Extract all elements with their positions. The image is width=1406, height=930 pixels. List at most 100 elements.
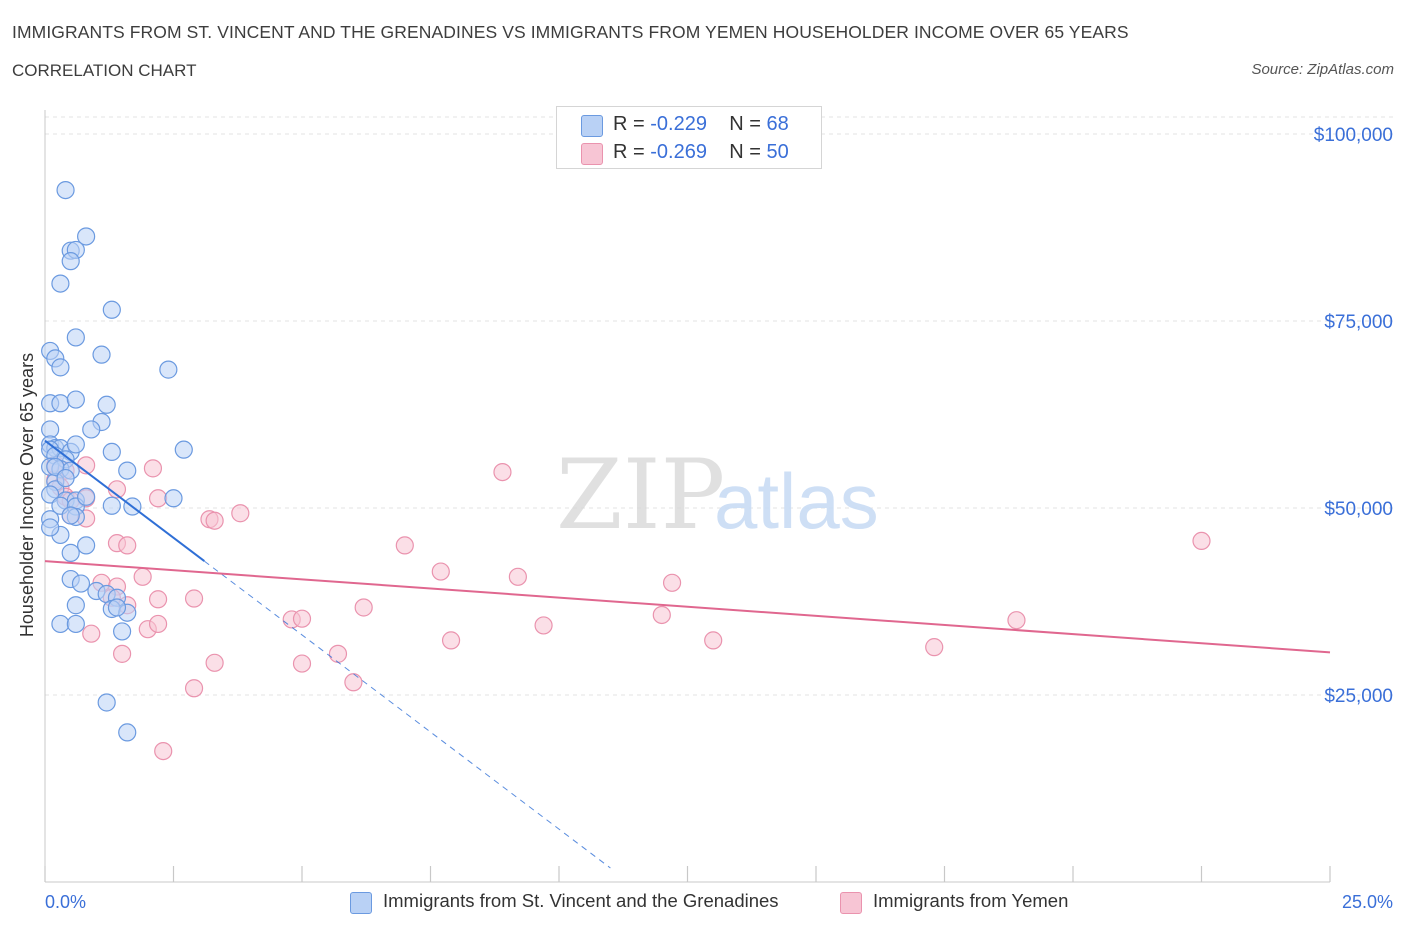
x-tick-min: 0.0% — [45, 892, 86, 912]
yemen-point — [534, 616, 553, 635]
n-value: 50 — [766, 141, 789, 163]
st-vincent-point — [51, 394, 70, 413]
yemen-point — [143, 459, 163, 478]
yemen-point — [493, 462, 512, 482]
trend-lines — [44, 439, 1331, 869]
st-vincent-point — [102, 300, 121, 319]
st-vincent-point — [92, 345, 111, 364]
yemen-point — [148, 489, 168, 508]
watermark-zip: ZIP — [556, 439, 725, 551]
yemen-point — [112, 644, 132, 663]
st-vincent-point — [164, 489, 183, 508]
yemen-point — [925, 638, 944, 657]
chart-title: IMMIGRANTS FROM ST. VINCENT AND THE GREN… — [12, 22, 1129, 42]
st-vincent-point — [159, 360, 178, 379]
st-vincent-point — [66, 596, 85, 615]
st-vincent-point — [118, 461, 137, 480]
r-value: -0.229 — [650, 113, 707, 135]
yemen-point — [441, 631, 461, 650]
yemen-point — [1007, 611, 1026, 630]
y-tick-label: $75,000 — [1324, 312, 1393, 333]
yemen-point — [1192, 531, 1211, 551]
st-vincent-point — [118, 723, 137, 742]
x-tick-max: 25.0% — [1342, 892, 1393, 912]
st-vincent-point — [46, 457, 65, 476]
yemen-point — [354, 598, 373, 617]
watermark: ZIP atlas — [556, 439, 879, 551]
y-tick-label: $50,000 — [1324, 499, 1393, 520]
yemen-point — [184, 589, 204, 608]
st-vincent-trend-extension — [204, 560, 611, 869]
blue-swatch — [581, 115, 603, 137]
st-vincent-point — [61, 506, 80, 525]
st-vincent-point — [77, 487, 96, 506]
y-axis-label: Householder Income Over 65 years — [17, 353, 37, 637]
st-vincent-point — [51, 274, 70, 293]
yemen-point — [292, 654, 312, 673]
yemen-point — [82, 624, 101, 643]
st-vincent-point — [77, 536, 96, 555]
st-vincent-point — [71, 574, 91, 593]
yemen-point — [662, 573, 682, 592]
yemen-point — [205, 511, 224, 530]
n-value: 68 — [766, 113, 789, 135]
yemen-point — [133, 567, 152, 586]
blue-swatch — [350, 892, 372, 914]
st-vincent-point — [82, 420, 101, 439]
yemen-point — [344, 673, 363, 692]
st-vincent-point — [77, 227, 96, 246]
st-vincent-point — [107, 598, 127, 617]
st-vincent-point — [41, 518, 60, 537]
n-label: N = — [729, 113, 767, 135]
y-tick-labels: $25,000 $50,000 $75,000 $100,000 — [1314, 125, 1393, 707]
st-vincent-point — [174, 440, 193, 459]
st-vincent-point — [66, 328, 85, 347]
chart-subtitle: CORRELATION CHART — [12, 61, 197, 80]
yemen-point — [395, 536, 414, 555]
st-vincent-point — [61, 543, 80, 562]
r-value: -0.269 — [650, 141, 707, 163]
y-tick-label: $25,000 — [1324, 686, 1393, 707]
watermark-atlas: atlas — [714, 457, 879, 545]
st-vincent-point — [51, 614, 70, 634]
yemen-point — [431, 562, 450, 581]
yemen-point — [704, 631, 723, 650]
yemen-point — [205, 653, 224, 672]
r-label: R = — [613, 141, 651, 163]
stats-legend: R = -0.229 N = 68 R = -0.269 N = 50 — [556, 106, 822, 169]
st-vincent-point — [51, 358, 70, 377]
st-vincent-trend-line — [44, 439, 205, 562]
st-vincent-point — [97, 395, 116, 414]
yemen-point — [292, 609, 312, 628]
y-tick-label: $100,000 — [1314, 125, 1393, 146]
legend-label: Immigrants from St. Vincent and the Gren… — [383, 890, 779, 911]
pink-swatch — [581, 143, 603, 165]
yemen-point — [328, 644, 348, 663]
yemen-point — [154, 741, 173, 761]
st-vincent-point — [66, 614, 85, 634]
st-vincent-point — [112, 622, 132, 641]
yemen-point — [184, 679, 204, 698]
yemen-point — [148, 590, 168, 609]
n-label: N = — [729, 141, 767, 163]
pink-swatch — [840, 892, 862, 914]
st-vincent-point — [56, 181, 75, 200]
yemen-point — [652, 605, 671, 625]
st-vincent-point — [102, 496, 121, 515]
st-vincent-point — [66, 390, 85, 409]
yemen-point — [508, 567, 527, 586]
st-vincent-point — [56, 468, 75, 488]
st-vincent-point — [41, 485, 60, 504]
yemen-point — [231, 504, 250, 523]
st-vincent-point — [102, 442, 121, 461]
yemen-point — [118, 536, 137, 555]
st-vincent-point — [61, 252, 80, 271]
source-label: Source: ZipAtlas.com — [1251, 61, 1394, 78]
yemen-trend-line — [44, 560, 1331, 654]
legend-label: Immigrants from Yemen — [873, 890, 1069, 911]
r-label: R = — [613, 113, 651, 135]
st-vincent-point — [66, 435, 85, 454]
st-vincent-point — [97, 693, 116, 712]
yemen-point — [148, 614, 168, 634]
